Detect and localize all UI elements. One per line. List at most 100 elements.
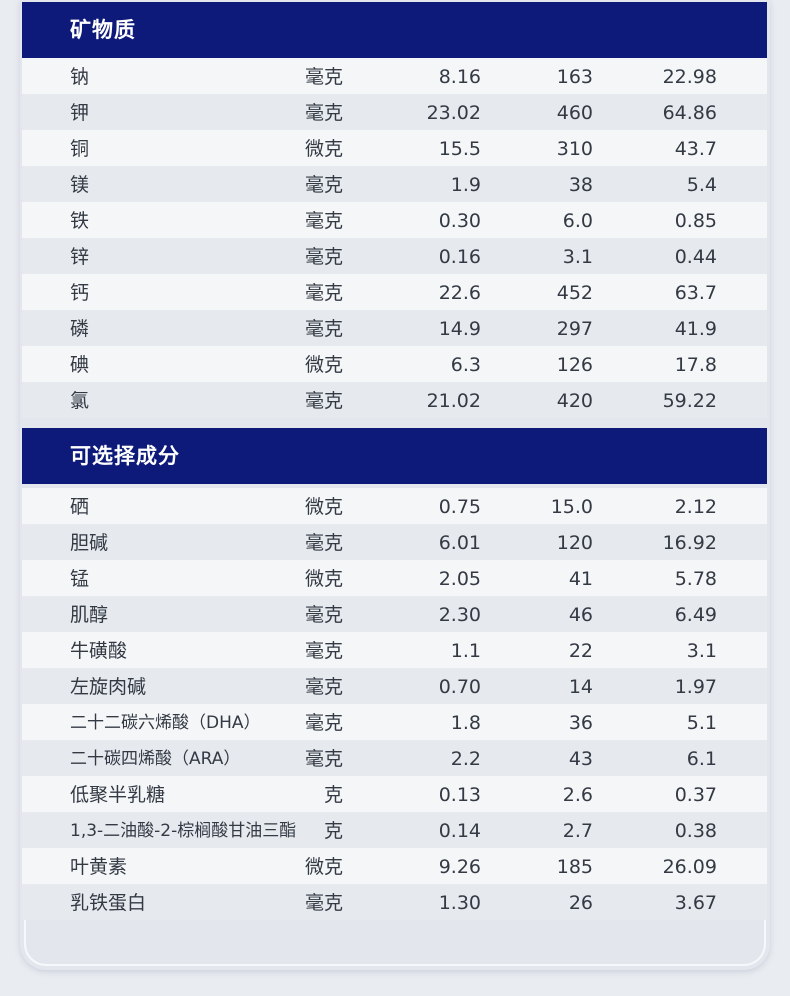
nutrient-unit: 毫克	[304, 66, 343, 88]
nutrient-name: 铜	[70, 138, 90, 160]
table-row: 二十碳四烯酸（ARA） 毫克 2.2 43 6.1	[22, 740, 767, 776]
nutrient-name: 镁	[70, 174, 90, 196]
value-col-1: 0.16	[438, 246, 481, 268]
table-row: 铜 微克 15.5 310 43.7	[22, 130, 767, 166]
value-col-3: 6.49	[674, 604, 717, 626]
nutrient-unit: 微克	[304, 354, 343, 376]
value-col-2: 38	[568, 174, 593, 196]
value-col-2: 460	[556, 102, 593, 124]
value-col-1: 0.75	[438, 496, 481, 518]
value-col-2: 15.0	[550, 496, 593, 518]
value-col-2: 41	[568, 568, 593, 590]
nutrient-name: 低聚半乳糖	[70, 784, 166, 806]
nutrient-name: 胆碱	[70, 532, 109, 554]
value-col-2: 43	[568, 748, 593, 770]
section-header-minerals: 矿物质	[22, 2, 767, 58]
nutrient-unit: 毫克	[304, 676, 343, 698]
value-col-3: 2.12	[674, 496, 717, 518]
table-row: 碘 微克 6.3 126 17.8	[22, 346, 767, 382]
nutrient-unit: 毫克	[304, 174, 343, 196]
value-col-2: 2.6	[562, 784, 593, 806]
value-col-1: 14.9	[438, 318, 481, 340]
nutrient-name: 硒	[70, 496, 90, 518]
value-col-1: 0.70	[438, 676, 481, 698]
table-row: 磷 毫克 14.9 297 41.9	[22, 310, 767, 346]
nutrient-unit: 毫克	[304, 390, 343, 412]
value-col-1: 8.16	[438, 66, 481, 88]
value-col-1: 0.30	[438, 210, 481, 232]
value-col-3: 43.7	[674, 138, 717, 160]
nutrient-unit: 微克	[304, 568, 343, 590]
value-col-1: 2.05	[438, 568, 481, 590]
nutrient-name: 钙	[70, 282, 90, 304]
nutrient-unit: 毫克	[304, 246, 343, 268]
value-col-2: 14	[568, 676, 593, 698]
value-col-1: 15.5	[438, 138, 481, 160]
table-row: 氯 毫克 21.02 420 59.22	[22, 382, 767, 418]
nutrient-unit: 克	[323, 820, 343, 842]
value-col-3: 3.67	[674, 892, 717, 914]
value-col-3: 64.86	[662, 102, 717, 124]
value-col-3: 0.85	[674, 210, 717, 232]
value-col-1: 1.1	[450, 640, 481, 662]
nutrient-name: 肌醇	[70, 604, 109, 626]
value-col-2: 2.7	[562, 820, 593, 842]
value-col-3: 3.1	[686, 640, 717, 662]
table-row: 左旋肉碱 毫克 0.70 14 1.97	[22, 668, 767, 704]
nutrient-name: 叶黄素	[70, 856, 128, 878]
nutrient-name: 氯	[70, 390, 90, 412]
nutrient-unit: 毫克	[304, 748, 343, 770]
nutrient-name: 钾	[70, 102, 90, 124]
table-row: 低聚半乳糖 克 0.13 2.6 0.37	[22, 776, 767, 812]
value-col-1: 1.30	[438, 892, 481, 914]
table-row: 肌醇 毫克 2.30 46 6.49	[22, 596, 767, 632]
value-col-3: 1.97	[674, 676, 717, 698]
nutrient-unit: 毫克	[304, 282, 343, 304]
minerals-table: 钠毫克 8.16 163 22.98 钾毫克 23.02 460 64.86 铜微克 15.5 31…	[22, 58, 767, 418]
table-row: 钠 毫克 8.16 163 22.98	[22, 58, 767, 94]
table-row: 牛磺酸 毫克 1.1 22 3.1	[22, 632, 767, 668]
table-row: 二十二碳六烯酸（DHA） 毫克 1.8 36 5.1	[22, 704, 767, 740]
table-row: 叶黄素 微克 9.26 185 26.09	[22, 848, 767, 884]
value-col-2: 22	[568, 640, 593, 662]
value-col-1: 21.02	[426, 390, 481, 412]
nutrient-unit: 毫克	[304, 640, 343, 662]
value-col-1: 0.14	[438, 820, 481, 842]
nutrient-name: 钠	[70, 66, 90, 88]
value-col-3: 0.44	[674, 246, 717, 268]
value-col-2: 26	[568, 892, 593, 914]
value-col-3: 26.09	[662, 856, 717, 878]
value-col-2: 185	[556, 856, 593, 878]
value-col-3: 5.4	[686, 174, 717, 196]
value-col-1: 6.3	[450, 354, 481, 376]
nutrient-unit: 微克	[304, 856, 343, 878]
table-row: 锌 毫克 0.16 3.1 0.44	[22, 238, 767, 274]
value-col-2: 126	[556, 354, 593, 376]
value-col-3: 63.7	[674, 282, 717, 304]
nutrient-unit: 毫克	[304, 532, 343, 554]
table-row: 乳铁蛋白 毫克 1.30 26 3.67	[22, 884, 767, 920]
nutrient-unit: 毫克	[304, 712, 343, 734]
value-col-2: 6.0	[562, 210, 593, 232]
optional-ingredients-table: 硒微克 0.75 15.0 2.12 胆碱 毫克 6.01 120 16.92 锰微克 2.05 41…	[22, 488, 767, 920]
value-col-2: 163	[556, 66, 593, 88]
nutrient-name: 二十碳四烯酸（ARA）	[70, 749, 241, 769]
value-col-1: 6.01	[438, 532, 481, 554]
nutrient-name: 磷	[70, 318, 90, 340]
value-col-2: 36	[568, 712, 593, 734]
value-col-2: 3.1	[562, 246, 593, 268]
value-col-1: 1.9	[450, 174, 481, 196]
value-col-3: 5.1	[686, 712, 717, 734]
value-col-2: 420	[556, 390, 593, 412]
table-row: 镁 毫克 1.9 38 5.4	[22, 166, 767, 202]
value-col-1: 1.8	[450, 712, 481, 734]
nutrient-name: 锌	[70, 246, 90, 268]
value-col-2: 120	[556, 532, 593, 554]
table-row: 1,3-二油酸-2-棕榈酸甘油三酯 克 0.14 2.7 0.38	[22, 812, 767, 848]
nutrient-name: 乳铁蛋白	[70, 892, 147, 914]
table-row: 胆碱 毫克 6.01 120 16.92	[22, 524, 767, 560]
nutrient-unit: 毫克	[304, 604, 343, 626]
nutrient-unit: 毫克	[304, 210, 343, 232]
value-col-3: 0.37	[674, 784, 717, 806]
value-col-1: 23.02	[426, 102, 481, 124]
